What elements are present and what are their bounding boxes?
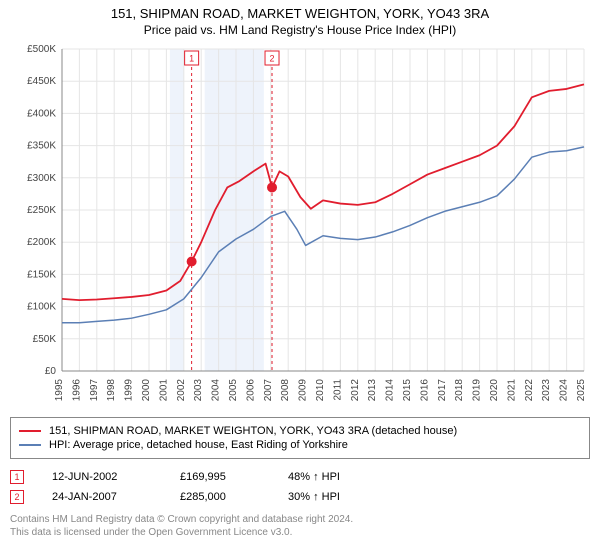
svg-text:2022: 2022 <box>524 379 535 402</box>
tx-marker-num: 1 <box>14 473 19 482</box>
tx-marker: 1 <box>10 470 24 484</box>
svg-text:2003: 2003 <box>193 379 204 402</box>
svg-text:£150K: £150K <box>27 269 56 280</box>
tx-price: £285,000 <box>180 491 260 503</box>
svg-text:2002: 2002 <box>176 379 187 402</box>
legend-swatch <box>19 444 41 446</box>
svg-text:1997: 1997 <box>89 379 100 402</box>
tx-marker: 2 <box>10 490 24 504</box>
svg-text:2007: 2007 <box>263 379 274 402</box>
footer-line: This data is licensed under the Open Gov… <box>10 526 590 539</box>
svg-text:£350K: £350K <box>27 141 56 152</box>
transaction-row: 1 12-JUN-2002 £169,995 48% ↑ HPI <box>10 467 590 487</box>
svg-text:1996: 1996 <box>71 379 82 402</box>
tx-price: £169,995 <box>180 471 260 483</box>
legend-row: HPI: Average price, detached house, East… <box>19 438 581 452</box>
svg-text:£100K: £100K <box>27 302 56 313</box>
legend-label: 151, SHIPMAN ROAD, MARKET WEIGHTON, YORK… <box>49 425 457 437</box>
svg-text:2013: 2013 <box>367 379 378 402</box>
transaction-row: 2 24-JAN-2007 £285,000 30% ↑ HPI <box>10 487 590 507</box>
chart-svg: £0 £50K £100K £150K £200K £250K £300K £350K £400… <box>10 41 590 411</box>
svg-text:2021: 2021 <box>506 379 517 402</box>
footer-line: Contains HM Land Registry data © Crown c… <box>10 513 590 526</box>
chart-area: £0 £50K £100K £150K £200K £250K £300K £350K £400… <box>10 41 590 411</box>
legend-row: 151, SHIPMAN ROAD, MARKET WEIGHTON, YORK… <box>19 424 581 438</box>
footer-attribution: Contains HM Land Registry data © Crown c… <box>10 513 590 539</box>
svg-text:2018: 2018 <box>454 379 465 402</box>
tx-diff: 48% ↑ HPI <box>288 471 388 483</box>
legend-swatch <box>19 430 41 432</box>
svg-text:1: 1 <box>189 54 194 64</box>
svg-text:2023: 2023 <box>541 379 552 402</box>
transaction-table: 1 12-JUN-2002 £169,995 48% ↑ HPI 2 24-JA… <box>10 467 590 507</box>
svg-text:2000: 2000 <box>141 379 152 402</box>
svg-text:2016: 2016 <box>419 379 430 402</box>
svg-text:£0: £0 <box>45 366 57 377</box>
svg-text:2004: 2004 <box>211 379 222 402</box>
svg-text:2009: 2009 <box>298 379 309 402</box>
svg-text:£300K: £300K <box>27 173 56 184</box>
svg-text:2010: 2010 <box>315 379 326 402</box>
chart-title-block: 151, SHIPMAN ROAD, MARKET WEIGHTON, YORK… <box>10 6 590 37</box>
title-subtitle: Price paid vs. HM Land Registry's House … <box>10 23 590 37</box>
svg-text:£500K: £500K <box>27 44 56 55</box>
svg-text:£400K: £400K <box>27 108 56 119</box>
svg-text:2005: 2005 <box>228 379 239 402</box>
tx-marker-num: 2 <box>14 493 19 502</box>
title-address: 151, SHIPMAN ROAD, MARKET WEIGHTON, YORK… <box>10 6 590 21</box>
svg-text:1998: 1998 <box>106 379 117 402</box>
svg-text:2017: 2017 <box>437 379 448 402</box>
svg-text:2020: 2020 <box>489 379 500 402</box>
svg-text:2025: 2025 <box>576 379 587 402</box>
legend-box: 151, SHIPMAN ROAD, MARKET WEIGHTON, YORK… <box>10 417 590 459</box>
svg-text:£200K: £200K <box>27 237 56 248</box>
svg-text:2012: 2012 <box>350 379 361 402</box>
svg-text:1999: 1999 <box>124 379 135 402</box>
svg-text:2008: 2008 <box>280 379 291 402</box>
svg-text:2006: 2006 <box>245 379 256 402</box>
svg-text:2001: 2001 <box>158 379 169 402</box>
svg-text:2015: 2015 <box>402 379 413 402</box>
svg-text:£450K: £450K <box>27 76 56 87</box>
svg-text:£50K: £50K <box>33 334 57 345</box>
svg-text:2: 2 <box>270 54 275 64</box>
svg-text:£250K: £250K <box>27 205 56 216</box>
svg-text:2024: 2024 <box>559 379 570 402</box>
tx-date: 24-JAN-2007 <box>52 491 152 503</box>
svg-text:2014: 2014 <box>385 379 396 402</box>
svg-text:2011: 2011 <box>332 379 343 401</box>
tx-date: 12-JUN-2002 <box>52 471 152 483</box>
legend-label: HPI: Average price, detached house, East… <box>49 439 348 451</box>
tx-diff: 30% ↑ HPI <box>288 491 388 503</box>
svg-text:2019: 2019 <box>472 379 483 402</box>
svg-text:1995: 1995 <box>54 379 65 402</box>
page-root: 151, SHIPMAN ROAD, MARKET WEIGHTON, YORK… <box>0 0 600 560</box>
